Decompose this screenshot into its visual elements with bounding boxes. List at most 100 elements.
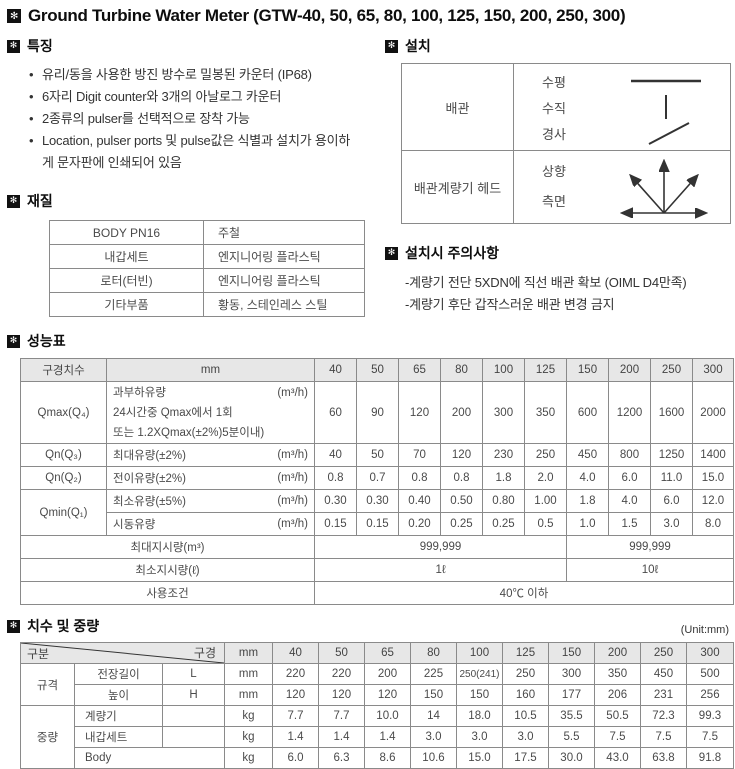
head-option-labels: 상향 측면 — [542, 157, 604, 217]
table-row-qn2: Qn(Q₂) 전이유량(±2%) (m³/h) 0.8 0.7 0.8 0.8 … — [20, 466, 734, 490]
meter-head-label: 배관계량기 헤드 — [401, 150, 514, 224]
min-indication-right: 10ℓ — [566, 558, 734, 582]
length-value: 500 — [686, 663, 734, 685]
table-row-qmin-start: 시동유량 (m³/h) 0.15 0.15 0.20 0.25 0.25 0.5… — [21, 512, 734, 536]
qn2-unit: (m³/h) — [277, 472, 308, 484]
precaution-item: -계량기 후단 갑작스러운 배관 변경 금지 — [405, 297, 615, 312]
section-marker-icon: ✻ — [7, 334, 20, 348]
row-unit: kg — [224, 747, 273, 769]
piping-option-vertical: 수직 — [542, 94, 724, 120]
qn2-value: 0.8 — [398, 466, 441, 490]
qn2-value: 4.0 — [566, 466, 609, 490]
innerset-weight-value: 1.4 — [364, 726, 411, 748]
length-value: 225 — [410, 663, 457, 685]
row-name: 계량기 — [74, 705, 163, 727]
corner-label-right: 구경 — [193, 646, 216, 660]
diagonal-divider — [21, 643, 224, 663]
size-header: 100 — [456, 642, 503, 664]
row-letter: L — [162, 663, 225, 685]
length-value: 250(241) — [456, 663, 503, 685]
length-value: 220 — [272, 663, 319, 685]
corner-header-cell: 구분 구경 — [20, 642, 225, 664]
precautions-list: -계량기 전단 5XDN에 직선 배관 확보 (OIML D4만족) -계량기 … — [405, 272, 731, 316]
max-indication-right: 999,999 — [566, 535, 734, 559]
height-value: 120 — [272, 684, 319, 706]
row-letter — [162, 705, 225, 727]
min-indication-label: 최소지시량(ℓ) — [20, 558, 315, 582]
features-list: 유리/동을 사용한 방진 방수로 밀봉된 카운터 (IP68) 6자리 Digi… — [29, 64, 359, 174]
qmax-value: 1600 — [650, 381, 693, 444]
qn2-value: 2.0 — [524, 466, 567, 490]
body-weight-value: 10.6 — [410, 747, 457, 769]
row-name: Body — [74, 747, 225, 769]
table-row: BODY PN16 주철 — [49, 220, 365, 245]
height-value: 150 — [410, 684, 457, 706]
material-heading: 재질 — [27, 193, 53, 209]
body-weight-value: 8.6 — [364, 747, 411, 769]
height-value: 206 — [594, 684, 641, 706]
material-value: 엔지니어링 플라스틱 — [203, 268, 365, 293]
size-header: 100 — [482, 358, 525, 382]
qn2-value: 6.0 — [608, 466, 651, 490]
section-marker-icon: ✻ — [385, 246, 398, 260]
size-header: 200 — [608, 358, 651, 382]
qn3-value: 230 — [482, 443, 525, 467]
row-letter — [162, 726, 225, 748]
qn3-value: 40 — [314, 443, 357, 467]
table-row-body-weight: Body kg 6.0 6.3 8.6 10.6 15.0 17.5 30.0 … — [21, 747, 734, 769]
qmin-start-value: 0.15 — [314, 512, 357, 536]
meter-weight-value: 50.5 — [594, 705, 641, 727]
qmin-min-value: 12.0 — [692, 489, 734, 513]
qn3-value: 450 — [566, 443, 609, 467]
piping-label: 배관 — [401, 63, 514, 151]
qmin-code: Qmin(Q₁) — [20, 489, 107, 536]
unit-note: (Unit:mm) — [680, 624, 729, 636]
precautions-heading: 설치시 주의사항 — [405, 245, 500, 261]
perf-col-header: 구경치수 — [20, 358, 107, 382]
option-label: 경사 — [542, 126, 566, 142]
height-value: 256 — [686, 684, 734, 706]
qmax-value: 1200 — [608, 381, 651, 444]
height-value: 120 — [364, 684, 411, 706]
body-weight-value: 63.8 — [640, 747, 687, 769]
section-marker-icon: ✻ — [7, 9, 21, 23]
qn2-value: 0.8 — [440, 466, 483, 490]
size-header: 50 — [318, 642, 365, 664]
min-indication-left: 1ℓ — [314, 558, 567, 582]
row-letter: H — [162, 684, 225, 706]
meter-weight-value: 99.3 — [686, 705, 734, 727]
innerset-weight-value: 1.4 — [272, 726, 319, 748]
length-value: 450 — [640, 663, 687, 685]
size-header: 40 — [272, 642, 319, 664]
dimensions-heading-row: ✻ 치수 및 중량 — [7, 616, 99, 636]
dimensions-table: 구분 구경 mm 40 50 65 80 100 125 150 200 250… — [20, 642, 734, 769]
qn2-desc: 전이유량(±2%) — [113, 473, 186, 485]
table-row: 배관계량기 헤드 상향 측면 — [401, 150, 731, 224]
size-header: 50 — [356, 358, 399, 382]
row-unit: kg — [224, 726, 273, 748]
table-row-min-indication: 최소지시량(ℓ) 1ℓ 10ℓ — [20, 558, 734, 582]
feature-item: 2종류의 pulser를 선택적으로 장착 가능 — [29, 108, 359, 130]
installation-heading-row: ✻ 설치 — [385, 36, 731, 56]
features-heading-row: ✻ 특징 — [7, 36, 385, 56]
corner-label-left: 구분 — [27, 647, 50, 661]
table-row-qmax: Qmax(Q₄) 과부하유량 (m³/h) 24시간중 Qmax에서 1회 또는… — [20, 381, 734, 444]
section-marker-icon: ✻ — [7, 619, 20, 633]
upper-columns: ✻ 특징 유리/동을 사용한 방진 방수로 밀봉된 카운터 (IP68) 6자리… — [7, 36, 731, 317]
option-label: 측면 — [542, 194, 566, 209]
features-heading: 특징 — [27, 38, 53, 54]
qmin-min-value: 1.8 — [566, 489, 609, 513]
material-table: BODY PN16 주철 내갑세트 엔지니어링 플라스틱 로터(터빈) 엔지니어… — [49, 220, 365, 317]
height-value: 150 — [456, 684, 503, 706]
max-indication-left: 999,999 — [314, 535, 567, 559]
table-row: 로터(터빈) 엔지니어링 플라스틱 — [49, 268, 365, 293]
qmin-min-value: 0.40 — [398, 489, 441, 513]
qmax-value: 60 — [314, 381, 357, 444]
qmin-min-value: 0.80 — [482, 489, 525, 513]
body-weight-value: 43.0 — [594, 747, 641, 769]
size-header: 300 — [686, 642, 734, 664]
piping-option-horizontal: 수평 — [542, 68, 724, 94]
precaution-item: -계량기 전단 5XDN에 직선 배관 확보 (OIML D4만족) — [405, 275, 687, 290]
performance-table: 구경치수 mm 40 50 65 80 100 125 150 200 250 … — [20, 358, 734, 605]
material-part: 내갑세트 — [49, 244, 204, 269]
